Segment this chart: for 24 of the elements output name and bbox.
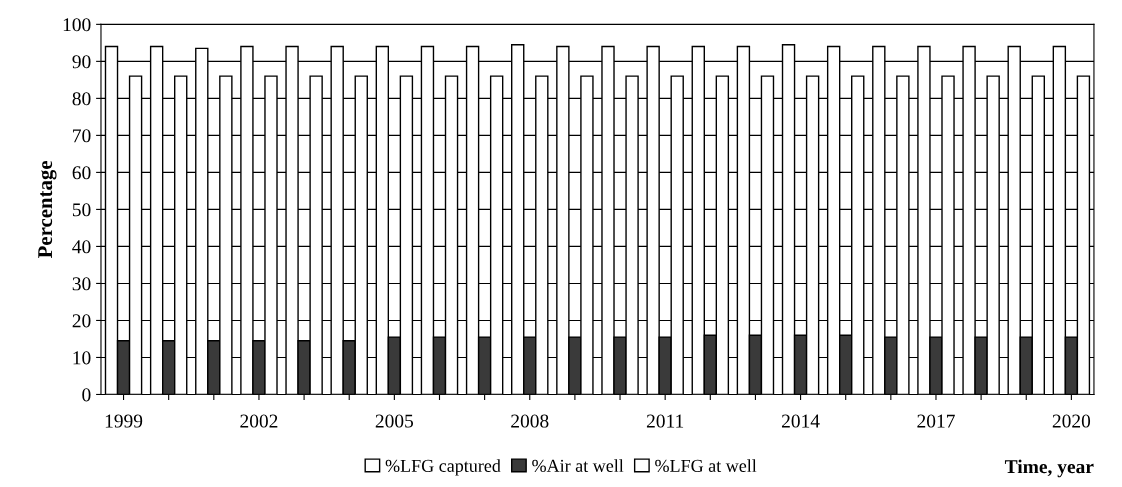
y-tick-label: 90 [72,55,91,69]
x-tick-label: 2005 [375,414,414,428]
y-tick-label: 20 [72,314,91,328]
x-tick-label: 2008 [511,414,549,428]
x-tick-label: 2014 [781,414,820,428]
y-tick-label: 60 [72,166,91,180]
x-tick-label: 2002 [240,414,278,428]
y-axis-title: Percentage [38,160,57,259]
y-tick-label: 80 [72,92,91,106]
legend-label: %Air at well [532,459,624,473]
y-tick-label: 70 [73,129,91,143]
x-axis-title: Time, year [1004,459,1094,478]
y-tick-label: 0 [82,388,91,402]
x-tick-label: 2020 [1052,414,1091,428]
y-tick-label: 50 [72,203,91,217]
legend-label: %LFG captured [385,459,501,476]
y-tick-label: 100 [63,18,91,32]
legend-label: %LFG at well [655,459,757,473]
x-tick-label: 2011 [646,414,684,428]
x-tick-label: 1999 [105,414,143,428]
y-tick-label: 30 [72,277,91,291]
x-tick-label: 2017 [917,414,955,428]
y-tick-label: 10 [73,351,91,365]
y-tick-label: 40 [72,240,91,254]
